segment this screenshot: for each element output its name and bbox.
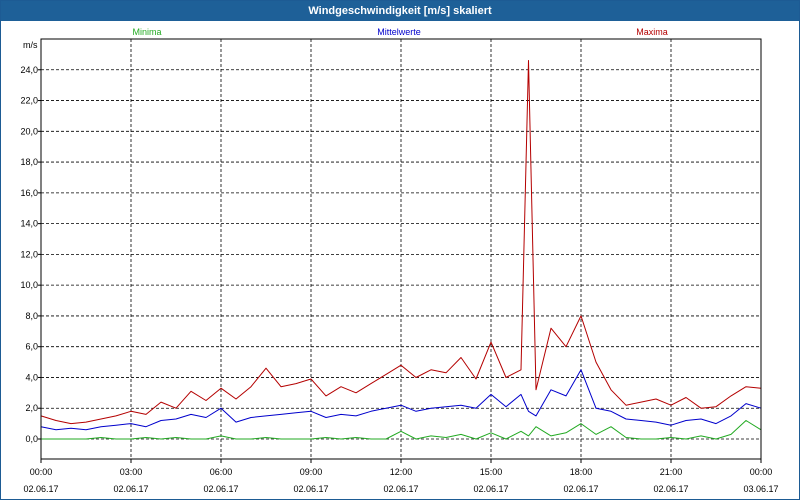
y-tick-label: 24,0 bbox=[20, 65, 38, 75]
y-tick-label: 0,0 bbox=[25, 434, 38, 444]
x-tick-time: 15:00 bbox=[480, 467, 503, 477]
x-tick-time: 21:00 bbox=[660, 467, 683, 477]
y-axis-unit: m/s bbox=[23, 40, 38, 50]
x-tick-date: 02.06.17 bbox=[563, 484, 598, 494]
y-tick-label: 6,0 bbox=[25, 342, 38, 352]
x-tick-date: 03.06.17 bbox=[743, 484, 778, 494]
x-tick-time: 12:00 bbox=[390, 467, 413, 477]
x-tick-date: 02.06.17 bbox=[203, 484, 238, 494]
y-tick-label: 4,0 bbox=[25, 372, 38, 382]
y-tick-label: 8,0 bbox=[25, 311, 38, 321]
x-tick-time: 09:00 bbox=[300, 467, 323, 477]
x-tick-date: 02.06.17 bbox=[383, 484, 418, 494]
wind-speed-chart: Minima Mittelwerte Maxima m/s 0,0 2,0 4,0 6… bbox=[20, 27, 778, 494]
y-tick-label: 10,0 bbox=[20, 280, 38, 290]
x-tick-date: 02.06.17 bbox=[473, 484, 508, 494]
window-title: Windgeschwindigkeit [m/s] skaliert bbox=[1, 1, 799, 21]
legend-minima: Minima bbox=[132, 27, 161, 37]
x-tick-date: 02.06.17 bbox=[113, 484, 148, 494]
legend-maxima: Maxima bbox=[636, 27, 668, 37]
y-tick-label: 16,0 bbox=[20, 188, 38, 198]
series-line-minima bbox=[41, 420, 762, 440]
x-tick-date: 02.06.17 bbox=[293, 484, 328, 494]
grid bbox=[38, 39, 762, 463]
axis-labels: 0,0 2,0 4,0 6,0 8,0 10,0 12,0 14,0 16,0 18,0 20,0 2… bbox=[20, 65, 778, 494]
y-tick-label: 20,0 bbox=[20, 126, 38, 136]
plot-area-border bbox=[40, 38, 762, 460]
x-tick-time: 06:00 bbox=[210, 467, 233, 477]
x-tick-time: 00:00 bbox=[750, 467, 773, 477]
x-tick-date: 02.06.17 bbox=[653, 484, 688, 494]
x-tick-time: 03:00 bbox=[120, 467, 143, 477]
y-tick-label: 22,0 bbox=[20, 96, 38, 106]
legend-mittelwerte: Mittelwerte bbox=[377, 27, 421, 37]
series-line-mittelwerte bbox=[40, 369, 762, 431]
x-tick-date: 02.06.17 bbox=[23, 484, 58, 494]
y-tick-label: 14,0 bbox=[20, 219, 38, 229]
x-tick-time: 18:00 bbox=[570, 467, 593, 477]
y-tick-label: 18,0 bbox=[20, 157, 38, 167]
y-tick-label: 12,0 bbox=[20, 249, 38, 259]
x-tick-time: 00:00 bbox=[30, 467, 53, 477]
series-lines bbox=[40, 60, 762, 440]
y-tick-label: 2,0 bbox=[25, 403, 38, 413]
series-line-maxima bbox=[40, 60, 762, 425]
